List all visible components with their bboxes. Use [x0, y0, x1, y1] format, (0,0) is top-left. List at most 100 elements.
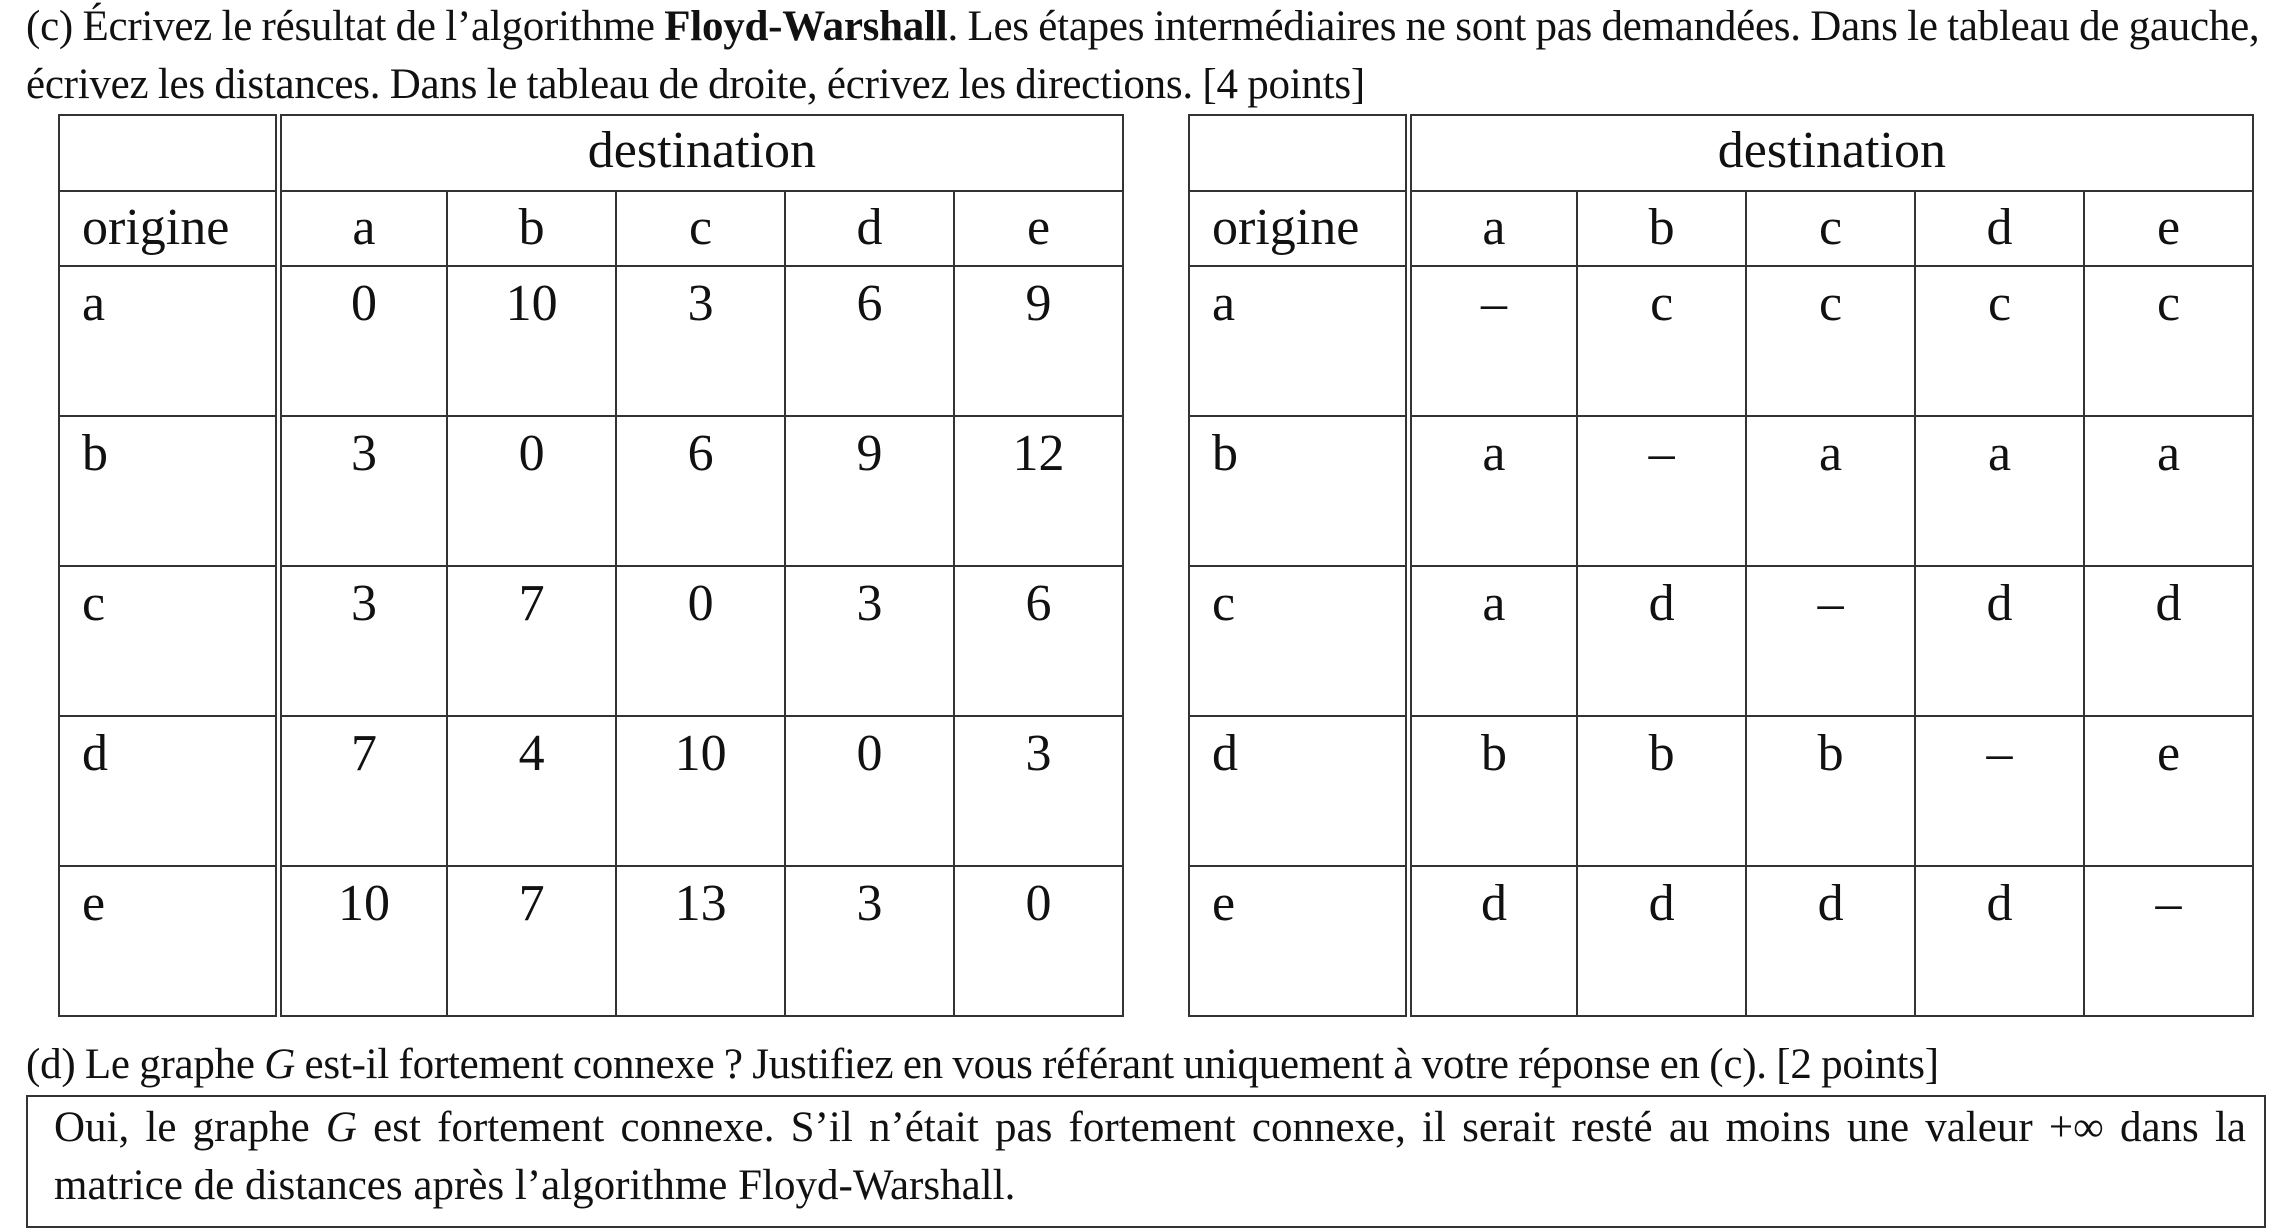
direction-table-destination-header: destination [1407, 114, 2254, 192]
direction-table-row: e d d d d – [1187, 865, 2255, 1017]
distance-row-origin: e [57, 865, 282, 1017]
direction-cell: d [1914, 565, 2085, 717]
distance-matrix-table: destination origine a b c d e a 0 10 3 6… [57, 114, 1125, 1017]
direction-cell: d [1576, 865, 1748, 1017]
distance-table-column-header: e [952, 190, 1125, 267]
question-d-prefix: (d) Le graphe [26, 1041, 265, 1088]
answer-d-prefix: Oui, le graphe [54, 1104, 326, 1151]
distance-cell: 3 [277, 565, 449, 717]
distance-cell: 6 [952, 565, 1125, 717]
distance-cell: 3 [615, 265, 787, 417]
direction-cell: a [1407, 415, 1579, 567]
distance-table-row: c 3 7 0 3 6 [57, 565, 1125, 717]
direction-cell: – [1576, 415, 1748, 567]
distance-row-origin: c [57, 565, 282, 717]
direction-table-row: b a – a a a [1187, 415, 2255, 567]
distance-cell: 7 [446, 565, 618, 717]
direction-cell: a [1914, 415, 2085, 567]
answer-d-text: est fortement connexe. S’il n’était pas … [54, 1104, 2247, 1209]
direction-cell: d [2082, 565, 2255, 717]
direction-row-origin: b [1187, 415, 1412, 567]
question-c-prefix: (c) Écrivez le résultat de l’algorithme [26, 3, 665, 50]
direction-cell: d [1407, 865, 1579, 1017]
question-c-instructions: . Les étapes intermédiaires ne sont pas … [26, 3, 2260, 108]
distance-cell: 10 [446, 265, 618, 417]
direction-table-column-header: c [1745, 190, 1917, 267]
question-d-graph-symbol: G [264, 1041, 296, 1088]
direction-table-column-header: b [1576, 190, 1748, 267]
distance-table-corner-cell [57, 114, 282, 192]
distance-cell: 9 [784, 415, 955, 567]
distance-table-column-header: b [446, 190, 618, 267]
distance-table-origin-header: origine [57, 190, 282, 267]
distance-cell: 6 [615, 415, 787, 567]
direction-table-column-header: d [1914, 190, 2085, 267]
direction-cell: d [1576, 565, 1748, 717]
distance-table-column-header: d [784, 190, 955, 267]
direction-cell: a [2082, 415, 2255, 567]
question-c-algorithm-name: Floyd-Warshall [664, 3, 948, 50]
direction-table-row: c a d – d d [1187, 565, 2255, 717]
answer-d-box: Oui, le graphe G est fortement connexe. … [26, 1095, 2266, 1228]
distance-cell: 12 [952, 415, 1125, 567]
direction-row-origin: c [1187, 565, 1412, 717]
direction-cell: – [1745, 565, 1917, 717]
distance-table-destination-header: destination [277, 114, 1124, 192]
direction-cell: b [1407, 715, 1579, 867]
direction-row-origin: a [1187, 265, 1412, 417]
direction-cell: – [1407, 265, 1579, 417]
direction-row-origin: d [1187, 715, 1412, 867]
distance-cell: 0 [277, 265, 449, 417]
distance-table-row: d 7 4 10 0 3 [57, 715, 1125, 867]
answer-d-graph-symbol: G [325, 1104, 357, 1151]
direction-table-column-header: a [1407, 190, 1579, 267]
direction-cell: c [1576, 265, 1748, 417]
direction-matrix-table: destination origine a b c d e a – c c c … [1187, 114, 2255, 1017]
direction-cell: c [2082, 265, 2255, 417]
distance-cell: 7 [446, 865, 618, 1017]
direction-cell: b [1576, 715, 1748, 867]
distance-cell: 3 [952, 715, 1125, 867]
distance-cell: 10 [615, 715, 787, 867]
direction-cell: d [1745, 865, 1917, 1017]
direction-cell: a [1407, 565, 1579, 717]
distance-cell: 13 [615, 865, 787, 1017]
question-d-text: (d) Le graphe G est-il fortement connexe… [26, 1036, 2266, 1094]
direction-cell: – [1914, 715, 2085, 867]
direction-table-origin-header: origine [1187, 190, 1412, 267]
distance-cell: 3 [784, 565, 955, 717]
distance-table-column-header: a [277, 190, 449, 267]
direction-cell: c [1914, 265, 2085, 417]
distance-cell: 7 [277, 715, 449, 867]
distance-cell: 4 [446, 715, 618, 867]
direction-row-origin: e [1187, 865, 1412, 1017]
distance-cell: 0 [952, 865, 1125, 1017]
distance-row-origin: b [57, 415, 282, 567]
distance-cell: 3 [784, 865, 955, 1017]
direction-table-row: d b b b – e [1187, 715, 2255, 867]
distance-cell: 6 [784, 265, 955, 417]
distance-table-column-header: c [615, 190, 787, 267]
direction-cell: – [2082, 865, 2255, 1017]
direction-cell: c [1745, 265, 1917, 417]
distance-row-origin: a [57, 265, 282, 417]
distance-cell: 0 [446, 415, 618, 567]
distance-table-row: a 0 10 3 6 9 [57, 265, 1125, 417]
distance-cell: 3 [277, 415, 449, 567]
distance-table-row: b 3 0 6 9 12 [57, 415, 1125, 567]
direction-cell: b [1745, 715, 1917, 867]
question-d-instructions: est-il fortement connexe ? Justifiez en … [295, 1041, 1939, 1088]
direction-cell: d [1914, 865, 2085, 1017]
direction-table-column-header: e [2082, 190, 2255, 267]
direction-cell: a [1745, 415, 1917, 567]
distance-cell: 0 [615, 565, 787, 717]
distance-row-origin: d [57, 715, 282, 867]
direction-table-row: a – c c c c [1187, 265, 2255, 417]
distance-cell: 0 [784, 715, 955, 867]
distance-table-row: e 10 7 13 3 0 [57, 865, 1125, 1017]
direction-table-corner-cell [1187, 114, 1412, 192]
direction-cell: e [2082, 715, 2255, 867]
distance-cell: 10 [277, 865, 449, 1017]
question-c-text: (c) Écrivez le résultat de l’algorithme … [26, 0, 2266, 114]
distance-cell: 9 [952, 265, 1125, 417]
